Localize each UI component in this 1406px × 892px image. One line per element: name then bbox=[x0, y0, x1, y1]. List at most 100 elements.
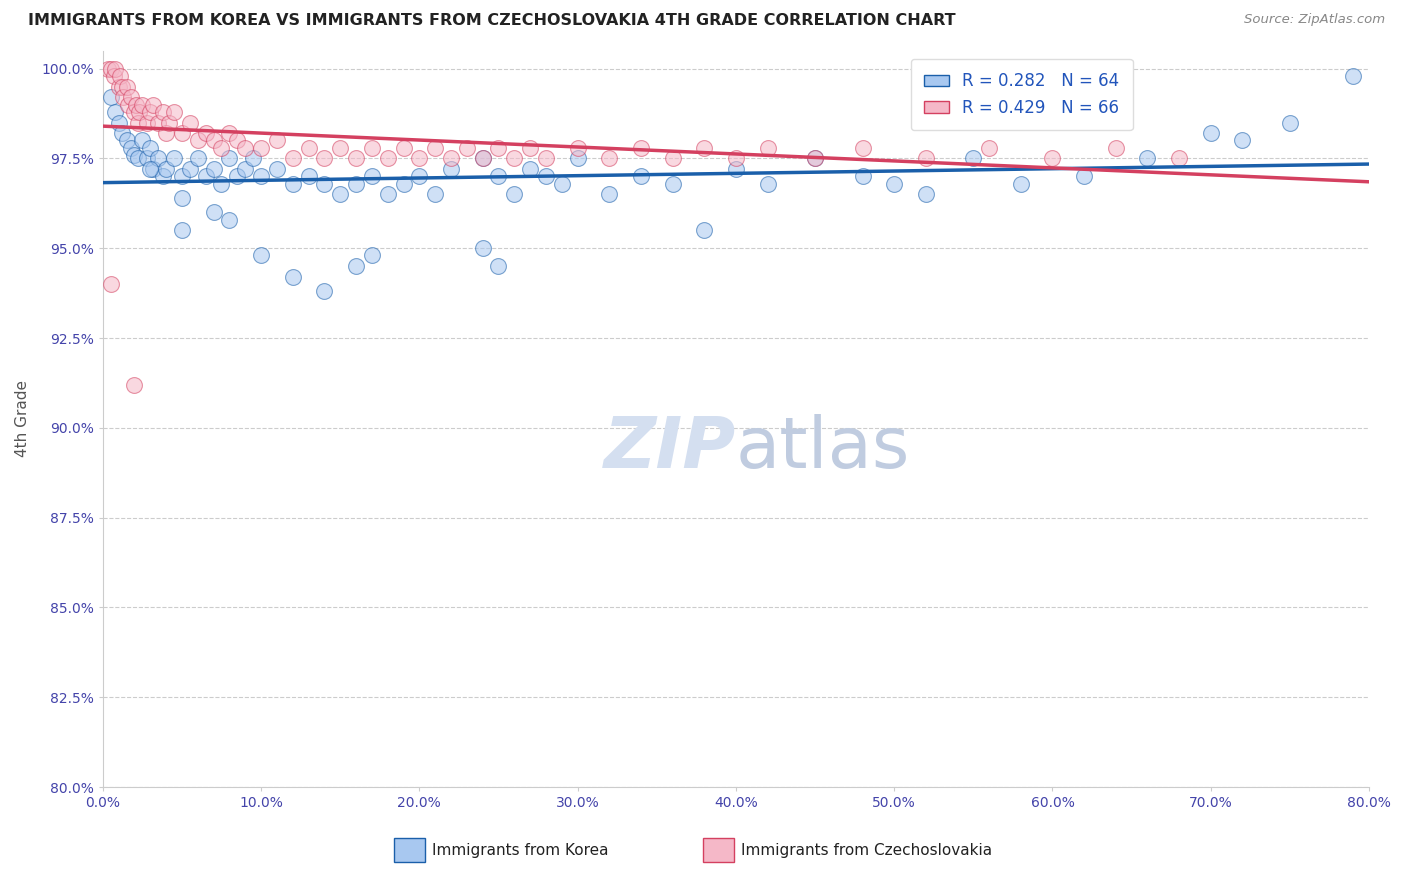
Point bbox=[112, 90, 135, 104]
Point bbox=[756, 141, 779, 155]
Point bbox=[1010, 177, 1032, 191]
Point bbox=[100, 62, 122, 76]
Point bbox=[111, 126, 134, 140]
Point bbox=[979, 141, 1001, 155]
Point bbox=[519, 162, 541, 177]
Point bbox=[377, 152, 399, 166]
Point bbox=[187, 152, 209, 166]
Point bbox=[120, 90, 142, 104]
Point bbox=[598, 187, 620, 202]
Point bbox=[519, 141, 541, 155]
Point bbox=[170, 126, 193, 140]
Point bbox=[170, 169, 193, 184]
Point bbox=[115, 79, 138, 94]
Point bbox=[218, 212, 240, 227]
Point bbox=[471, 152, 494, 166]
Point bbox=[693, 141, 716, 155]
Point bbox=[142, 162, 165, 177]
Point bbox=[108, 69, 131, 83]
Point bbox=[567, 141, 589, 155]
Point bbox=[408, 152, 430, 166]
Point bbox=[329, 141, 352, 155]
Point bbox=[128, 104, 150, 119]
Point bbox=[233, 141, 256, 155]
Point bbox=[281, 270, 304, 285]
Point bbox=[187, 133, 209, 147]
Point bbox=[440, 162, 463, 177]
Point bbox=[115, 133, 138, 147]
Point bbox=[425, 187, 447, 202]
Point bbox=[724, 162, 747, 177]
Point bbox=[127, 115, 149, 129]
Point bbox=[155, 126, 177, 140]
Point bbox=[107, 115, 129, 129]
Point bbox=[131, 133, 153, 147]
Text: Immigrants from Czechoslovakia: Immigrants from Czechoslovakia bbox=[741, 843, 993, 858]
Point bbox=[344, 152, 367, 166]
Bar bbox=[703, 838, 734, 862]
Point bbox=[392, 177, 415, 191]
Point bbox=[242, 152, 264, 166]
Point bbox=[661, 177, 683, 191]
Legend: R = 0.282   N = 64, R = 0.429   N = 66: R = 0.282 N = 64, R = 0.429 N = 66 bbox=[911, 59, 1133, 130]
Point bbox=[100, 90, 122, 104]
Point bbox=[1136, 152, 1159, 166]
Point bbox=[425, 141, 447, 155]
Point bbox=[250, 248, 273, 262]
Point bbox=[202, 133, 225, 147]
Point bbox=[233, 162, 256, 177]
Point bbox=[883, 177, 905, 191]
Point bbox=[152, 169, 174, 184]
Point bbox=[851, 169, 873, 184]
Point bbox=[142, 97, 165, 112]
Point bbox=[693, 223, 716, 237]
Point bbox=[226, 169, 249, 184]
Point bbox=[163, 104, 186, 119]
Point bbox=[377, 187, 399, 202]
Point bbox=[440, 152, 463, 166]
Point bbox=[630, 169, 652, 184]
Point bbox=[297, 169, 319, 184]
Point bbox=[104, 104, 127, 119]
Point bbox=[756, 177, 779, 191]
Point bbox=[1232, 133, 1254, 147]
Point bbox=[120, 141, 142, 155]
Point bbox=[139, 162, 162, 177]
Point bbox=[194, 169, 217, 184]
Point bbox=[131, 97, 153, 112]
Point bbox=[724, 152, 747, 166]
Point bbox=[104, 62, 127, 76]
Point bbox=[163, 152, 186, 166]
Point bbox=[314, 177, 336, 191]
Point bbox=[125, 97, 148, 112]
Point bbox=[408, 169, 430, 184]
Point bbox=[146, 152, 169, 166]
Text: IMMIGRANTS FROM KOREA VS IMMIGRANTS FROM CZECHOSLOVAKIA 4TH GRADE CORRELATION CH: IMMIGRANTS FROM KOREA VS IMMIGRANTS FROM… bbox=[28, 13, 956, 29]
Point bbox=[344, 177, 367, 191]
Point bbox=[297, 141, 319, 155]
Point bbox=[157, 115, 180, 129]
Point bbox=[392, 141, 415, 155]
Point bbox=[211, 177, 233, 191]
Text: ZIP: ZIP bbox=[603, 414, 735, 483]
Point bbox=[179, 162, 201, 177]
Point bbox=[194, 126, 217, 140]
Point bbox=[124, 377, 146, 392]
Point bbox=[124, 148, 146, 162]
Point bbox=[211, 141, 233, 155]
Point bbox=[111, 79, 134, 94]
Point bbox=[471, 152, 494, 166]
Point bbox=[266, 133, 288, 147]
Point bbox=[136, 152, 159, 166]
Point bbox=[1168, 152, 1191, 166]
Point bbox=[155, 162, 177, 177]
Point bbox=[488, 259, 510, 273]
Point bbox=[360, 248, 382, 262]
Point bbox=[488, 141, 510, 155]
Point bbox=[804, 152, 827, 166]
Point bbox=[1073, 169, 1095, 184]
Point bbox=[598, 152, 620, 166]
Point bbox=[488, 169, 510, 184]
Point bbox=[329, 187, 352, 202]
Point bbox=[1278, 115, 1301, 129]
